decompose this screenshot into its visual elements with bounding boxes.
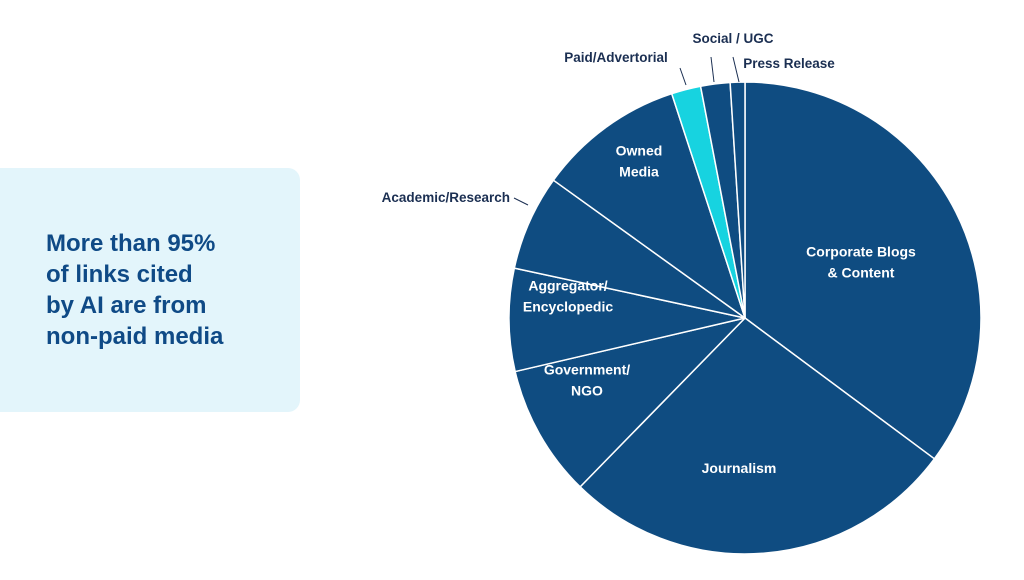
slice-label: Press Release [743, 56, 835, 71]
pie-slice-press-release [729, 81, 746, 319]
pie-slice-corporate-blogs-content [744, 81, 982, 460]
leader-line [679, 67, 687, 86]
slice-label: Social / UGC [692, 31, 773, 46]
slice-label: Academic/Research [382, 190, 510, 205]
slice-label: Corporate Blogs & Content [806, 244, 916, 281]
callout-line: of links cited [46, 261, 193, 288]
leader-line [732, 56, 740, 83]
callout-line: by AI are from [46, 292, 207, 319]
leader-line [513, 197, 529, 206]
pie-slice-journalism [579, 317, 936, 555]
leader-line [710, 56, 715, 83]
callout-line: More than 95% [46, 230, 216, 257]
slice-label: Journalism [702, 460, 777, 476]
slice-label: Aggregator/Encyclopedic [523, 278, 613, 315]
callout-box: More than 95% of links cited by AI are f… [0, 168, 300, 412]
pie-slice-government-ngo [514, 317, 746, 488]
slice-label: Government/NGO [544, 362, 630, 399]
slice-label: Owned Media [616, 143, 663, 180]
slice-label: Paid/Advertorial [564, 50, 668, 65]
pie-slice-aggregator-encyclopedic [508, 267, 746, 373]
callout-headline: More than 95% of links cited by AI are f… [46, 228, 286, 352]
callout-line: non-paid media [46, 323, 224, 350]
pie-slice-owned-media [552, 92, 746, 319]
